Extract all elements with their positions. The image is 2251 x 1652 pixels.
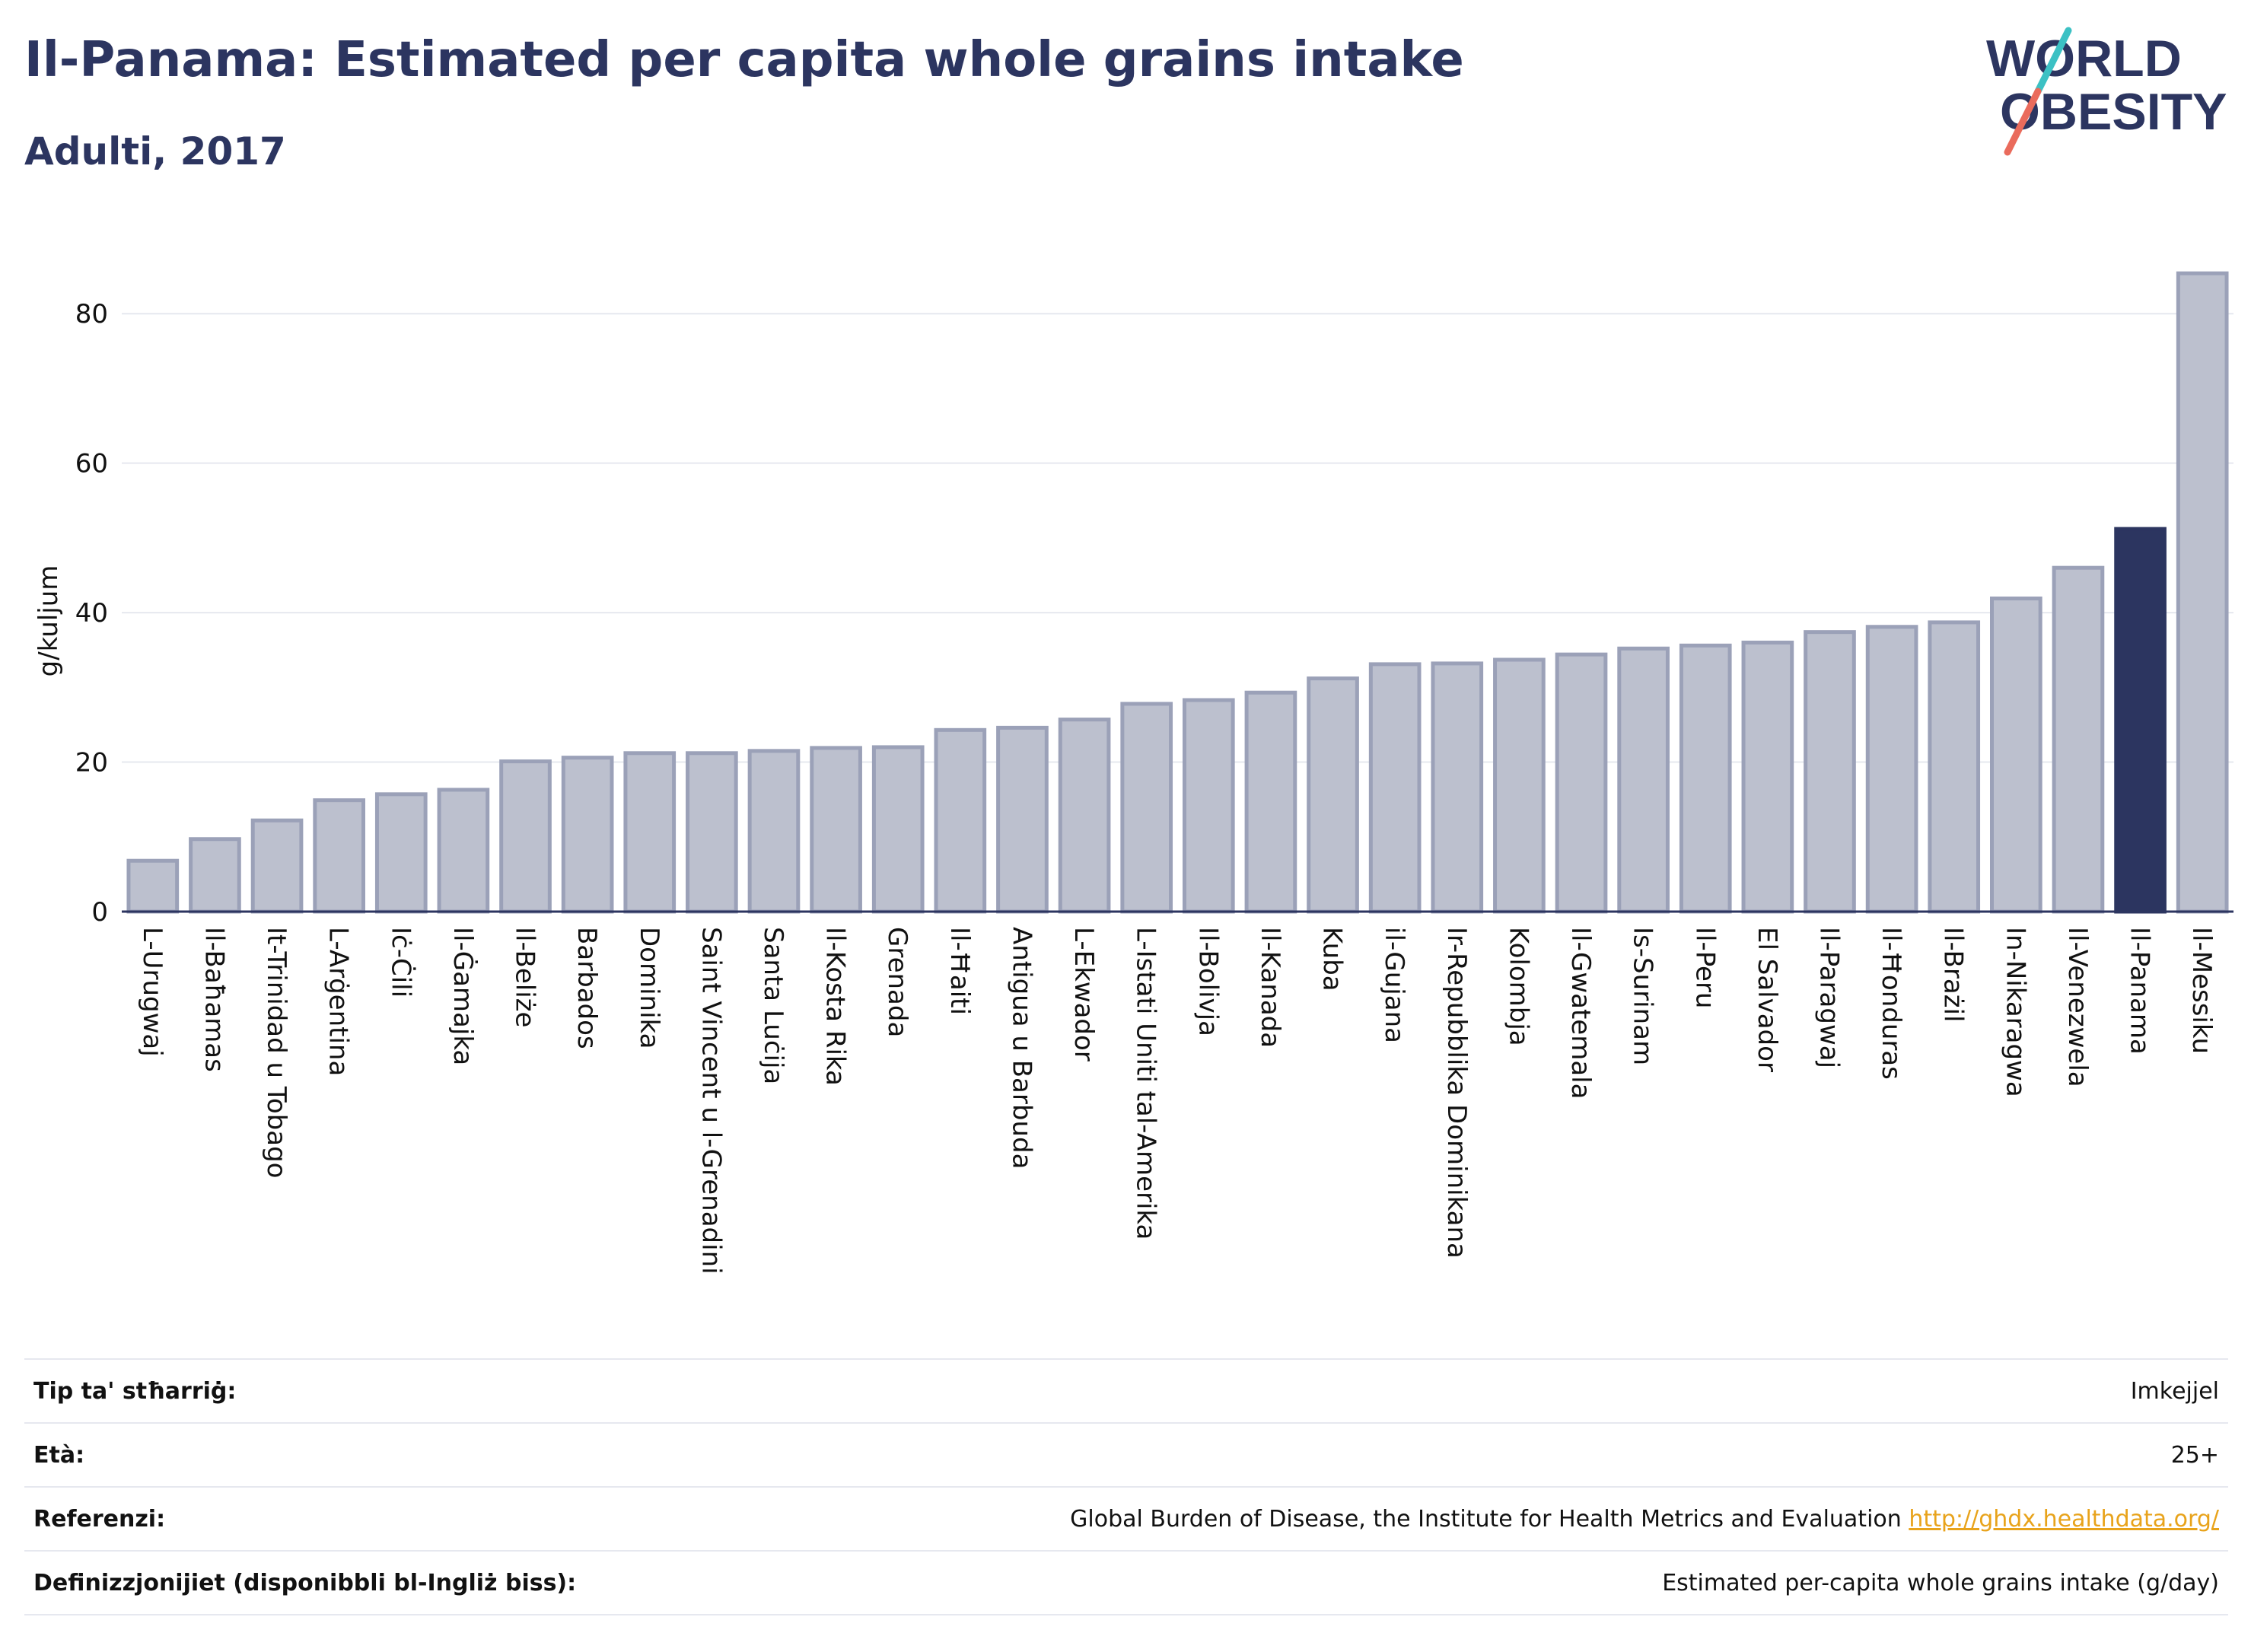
x-tick-label: Kuba [1317, 927, 1348, 992]
y-axis-label: g/kuljum [33, 565, 64, 677]
x-axis-labels: L-Urugwaj Il-Baħamas It-Trinidad u Tobago L… [137, 927, 2217, 1275]
bar-14[interactable] [996, 725, 1049, 914]
definitions-value: Estimated per-capita whole grains intake… [740, 1550, 2228, 1615]
x-tick-label: Il-Kosta Rika [820, 927, 851, 1086]
logo-text-world: WORLD [1986, 30, 2182, 88]
x-tick-label: L-Istati Uniti tal-Amerika [1131, 927, 1161, 1240]
bar-20[interactable] [1368, 662, 1422, 914]
x-tick-label: Il-Baħamas [199, 927, 229, 1072]
y-axis-ticks: 0 20 40 60 80 [75, 299, 108, 928]
x-tick-label: Saint Vincent u l-Grenadini [696, 927, 726, 1275]
bar-33[interactable] [2176, 271, 2229, 914]
bar-11[interactable] [810, 746, 862, 914]
x-tick-label: L-Arġentina [323, 927, 354, 1076]
x-tick-label: Il-Beliże [510, 927, 540, 1027]
x-tick-label: Il-Peru [1689, 927, 1720, 1008]
references-value: Global Burden of Disease, the Institute … [740, 1486, 2228, 1551]
logo-slash-teal [2034, 27, 2072, 95]
bar-3[interactable] [313, 798, 365, 914]
bar-7[interactable] [561, 756, 614, 914]
y-tick-label: 20 [75, 748, 108, 778]
chart-subtitle: Adulti, 2017 [24, 129, 286, 173]
bar-31[interactable] [2052, 565, 2105, 914]
x-tick-label: Il-Kanada [1255, 927, 1285, 1048]
bar-4[interactable] [374, 792, 428, 914]
bar-19[interactable] [1307, 676, 1359, 914]
bar-0[interactable] [126, 858, 180, 914]
bar-25[interactable] [1679, 643, 1732, 914]
x-tick-label: Il-Brażil [1938, 927, 1969, 1022]
x-tick-label: In-Nikaragwa [2000, 927, 2030, 1097]
survey-type-value: Imkejjel [740, 1358, 2228, 1423]
x-tick-label: Antigua u Barbuda [1006, 927, 1036, 1169]
bars [126, 271, 2229, 914]
bar-9[interactable] [686, 751, 738, 914]
x-tick-label: Grenada [882, 927, 912, 1037]
bar-17[interactable] [1182, 698, 1235, 914]
bar-26[interactable] [1741, 640, 1794, 914]
x-tick-label: Il-Ħaiti [944, 927, 975, 1015]
table-row: Referenzi: Global Burden of Disease, the… [24, 1486, 2228, 1551]
bar-23[interactable] [1555, 652, 1608, 914]
bar-29[interactable] [1928, 620, 1981, 914]
bar-24[interactable] [1617, 646, 1670, 914]
bar-32[interactable] [2114, 527, 2167, 914]
bar-chart: 0 20 40 60 80 L-Urugwaj Il-Baħamas It-Trinidad… [33, 271, 2233, 1275]
x-tick-label: L-Urugwaj [137, 927, 167, 1057]
x-tick-label: Il-Messiku [2186, 927, 2217, 1054]
x-tick-label: Il-Paragwaj [1813, 927, 1844, 1068]
bar-21[interactable] [1431, 661, 1484, 914]
x-tick-label: Dominika [634, 927, 664, 1049]
x-tick-label: Iċ-Ċili [385, 927, 416, 998]
bar-8[interactable] [623, 751, 677, 914]
bar-27[interactable] [1804, 630, 1856, 914]
x-tick-label: Santa Luċija [758, 927, 788, 1084]
world-obesity-logo: WORLD OBESITY [1986, 27, 2227, 156]
bar-30[interactable] [1990, 596, 2042, 914]
bar-12[interactable] [871, 745, 925, 914]
bar-10[interactable] [747, 749, 801, 914]
chart-title: Il-Panama: Estimated per capita whole gr… [24, 32, 1464, 88]
x-tick-label: Il-Gwatemala [1565, 927, 1596, 1099]
definitions-label: Definizzjonijiet (disponibbli bl-Ingliż … [24, 1550, 740, 1615]
table-row: Tip ta' stħarriġ: Imkejjel [24, 1358, 2228, 1423]
bar-2[interactable] [250, 818, 304, 914]
x-tick-label: El Salvador [1752, 927, 1782, 1072]
bar-16[interactable] [1120, 702, 1173, 914]
y-tick-label: 0 [91, 897, 108, 928]
bar-15[interactable] [1058, 718, 1111, 914]
x-tick-label: Il-Panama [2125, 927, 2155, 1055]
survey-type-label: Tip ta' stħarriġ: [24, 1358, 740, 1423]
x-tick-label: Il-Ġamajka [447, 927, 479, 1065]
references-label: Referenzi: [24, 1486, 740, 1551]
bar-13[interactable] [934, 727, 987, 914]
y-tick-label: 80 [75, 299, 108, 329]
age-value: 25+ [740, 1422, 2228, 1487]
x-tick-label: Il-Ħonduras [1876, 927, 1906, 1080]
references-text: Global Burden of Disease, the Institute … [1070, 1505, 1909, 1533]
bar-18[interactable] [1244, 690, 1297, 914]
table-row: Età: 25+ [24, 1422, 2228, 1487]
y-tick-label: 40 [75, 598, 108, 629]
x-tick-label: il-Gujana [1379, 927, 1409, 1043]
metadata-table: Tip ta' stħarriġ: Imkejjel Età: 25+ Refe… [24, 1358, 2228, 1615]
reference-link[interactable]: http://ghdx.healthdata.org/ [1909, 1505, 2219, 1533]
x-tick-label: Ir-Repubblika Dominikana [1441, 927, 1472, 1259]
table-row: Definizzjonijiet (disponibbli bl-Ingliż … [24, 1550, 2228, 1615]
x-tick-label: Il-Bolivja [1192, 927, 1223, 1036]
y-tick-label: 60 [75, 449, 108, 479]
x-tick-label: It-Trinidad u Tobago [261, 927, 291, 1178]
x-tick-label: Il-Venezwela [2062, 927, 2093, 1087]
bar-1[interactable] [189, 837, 241, 914]
bar-6[interactable] [499, 759, 552, 914]
x-tick-label: Barbados [572, 927, 602, 1049]
bar-22[interactable] [1493, 657, 1546, 914]
bar-28[interactable] [1865, 625, 1918, 914]
bar-5[interactable] [437, 788, 490, 914]
age-label: Età: [24, 1422, 740, 1487]
logo-slash-coral [2004, 88, 2042, 156]
x-tick-label: Kolombja [1503, 927, 1533, 1046]
x-tick-label: Is-Surinam [1628, 927, 1658, 1065]
x-tick-label: L-Ekwador [1068, 927, 1099, 1062]
